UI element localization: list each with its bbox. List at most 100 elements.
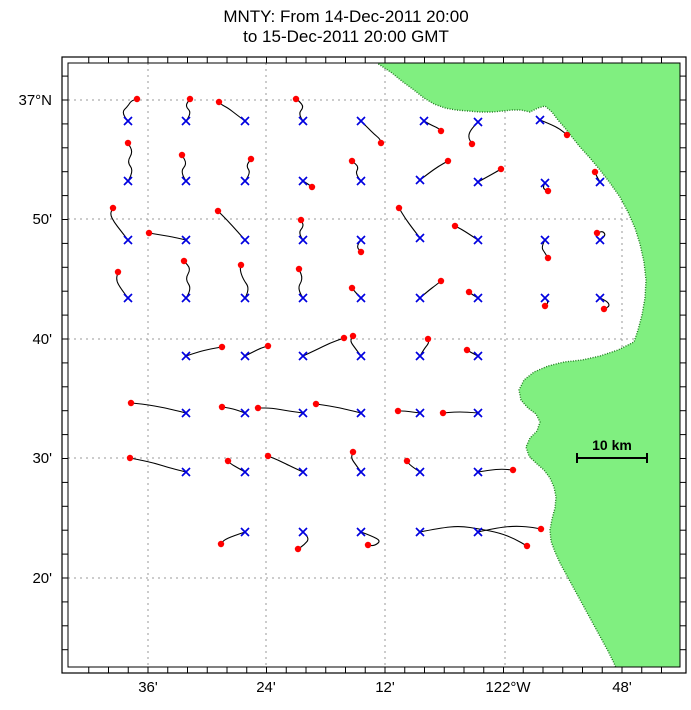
y-axis-label: 40' (32, 331, 52, 348)
end-marker-dot (264, 342, 272, 350)
start-marker-x-icon (123, 293, 133, 303)
trajectory-path (468, 121, 479, 145)
start-marker-x-icon (473, 408, 483, 418)
start-marker-x-icon (356, 116, 366, 126)
trajectory-path (148, 232, 187, 241)
start-marker-x-icon (123, 176, 133, 186)
end-marker-dot (114, 268, 122, 276)
x-axis-label: 122°W (485, 679, 531, 696)
end-marker-dot (247, 155, 255, 163)
start-marker-x-icon (240, 116, 250, 126)
trajectory-path (419, 160, 449, 181)
trajectory-path (220, 531, 246, 545)
end-marker-dot (523, 542, 531, 550)
trajectory-path (129, 457, 187, 473)
trajectory-path (295, 98, 304, 122)
start-marker-x-icon (415, 233, 425, 243)
start-marker-x-icon (535, 115, 545, 125)
start-marker-x-icon (298, 408, 308, 418)
trajectory-path (599, 297, 610, 310)
start-marker-x-icon (473, 117, 483, 127)
trajectory-path (244, 345, 269, 357)
trajectory-path (442, 411, 479, 414)
trajectory-path (541, 239, 549, 259)
start-marker-x-icon (298, 527, 308, 537)
end-marker-dot (377, 139, 385, 147)
end-marker-dot (544, 187, 552, 195)
scale-bar-label: 10 km (592, 437, 632, 453)
end-marker-dot (218, 343, 226, 351)
end-marker-dot (591, 168, 599, 176)
end-marker-dot (537, 525, 545, 533)
frame-inner (67, 62, 681, 668)
start-marker-x-icon (298, 176, 308, 186)
end-marker-dot (439, 409, 447, 417)
start-marker-x-icon (240, 467, 250, 477)
end-marker-dot (348, 157, 356, 165)
start-marker-x-icon (415, 527, 425, 537)
start-marker-x-icon (415, 351, 425, 361)
frame-outer (61, 56, 687, 674)
end-marker-dot (463, 346, 471, 354)
start-marker-x-icon (473, 351, 483, 361)
trajectory-path (258, 407, 304, 414)
end-marker-dot (215, 98, 223, 106)
end-marker-dot (340, 334, 348, 342)
trajectory-path (419, 526, 528, 547)
start-marker-x-icon (595, 177, 605, 187)
trajectory-path (183, 260, 191, 299)
start-marker-x-icon (415, 467, 425, 477)
y-axis-label: 30' (32, 450, 52, 467)
start-marker-x-icon (240, 235, 250, 245)
plot-layers: 10 km 36' 24' 12' 122°W 48' 37°N 50' 40' 30' 20' (18, 56, 687, 696)
end-marker-dot (224, 457, 232, 465)
end-marker-dot (600, 305, 608, 313)
start-marker-x-icon (240, 293, 250, 303)
end-marker-dot (126, 454, 134, 462)
land-polygon (375, 63, 680, 667)
end-marker-dot (180, 257, 188, 265)
start-marker-x-icon (473, 177, 483, 187)
end-marker-dot (145, 229, 153, 237)
trajectory-path (110, 207, 129, 241)
page-title-line2: to 15-Dec-2011 20:00 GMT (243, 27, 449, 46)
end-marker-dot (297, 216, 305, 224)
start-marker-x-icon (181, 235, 191, 245)
y-axis-label: 50' (32, 211, 52, 228)
end-marker-dot (124, 139, 132, 147)
end-marker-dot (254, 404, 262, 412)
start-marker-x-icon (473, 527, 483, 537)
end-marker-dot (237, 261, 245, 269)
start-marker-x-icon (298, 467, 308, 477)
end-marker-dot (468, 140, 476, 148)
end-marker-dot (292, 95, 300, 103)
start-marker-x-icon (123, 235, 133, 245)
start-marker-x-icon (181, 116, 191, 126)
x-axis-label: 48' (612, 679, 632, 696)
end-marker-dot (349, 448, 357, 456)
start-marker-x-icon (298, 235, 308, 245)
end-marker-dot (109, 204, 117, 212)
trajectory-path (239, 264, 249, 299)
x-axis-label: 36' (138, 679, 158, 696)
end-marker-dot (214, 207, 222, 215)
end-marker-dot (264, 452, 272, 460)
start-marker-x-icon (123, 116, 133, 126)
start-marker-x-icon (540, 293, 550, 303)
trajectory-path (454, 225, 479, 241)
start-marker-x-icon (473, 293, 483, 303)
trajectory-path (539, 119, 568, 136)
start-marker-x-icon (595, 235, 605, 245)
trajectory-path (351, 160, 362, 182)
y-axis-label: 20' (32, 570, 52, 587)
end-marker-dot (563, 131, 571, 139)
trajectory-path (298, 268, 304, 299)
end-marker-dot (312, 400, 320, 408)
trajectory-path (419, 280, 442, 299)
trajectory-path (360, 531, 380, 547)
trajectory-path (181, 154, 187, 182)
start-marker-x-icon (240, 408, 250, 418)
trajectory-path (477, 525, 542, 533)
trajectory-path (398, 207, 421, 239)
